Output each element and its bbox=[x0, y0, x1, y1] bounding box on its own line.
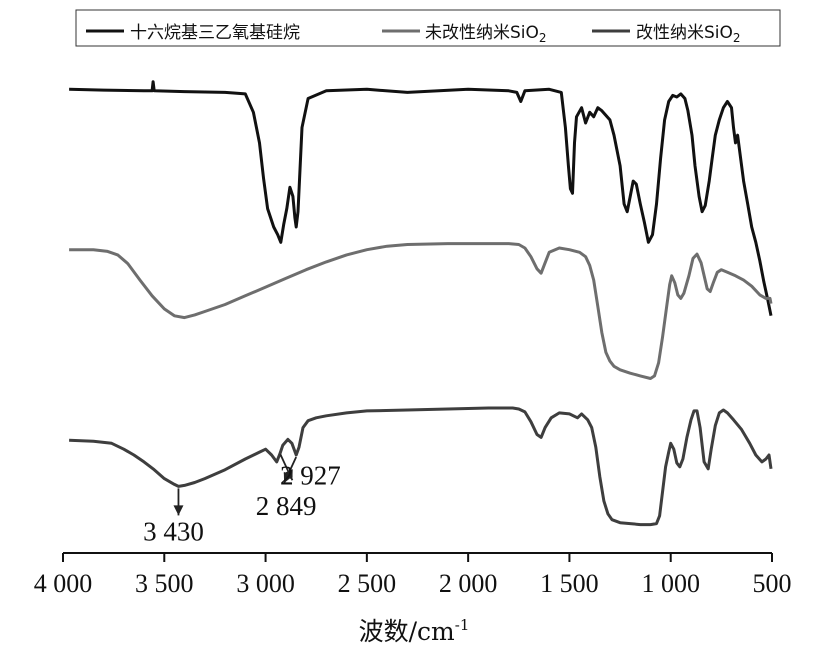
x-axis: 4 000 3 500 3 000 2 500 2 000 1 500 1 000 500 波… bbox=[34, 552, 792, 646]
legend-label-1-sub: 2 bbox=[539, 31, 547, 45]
x-axis-label: 波数/cm-1 bbox=[359, 616, 470, 646]
annotation-label-3430: 3 430 bbox=[143, 516, 204, 546]
series-line-modified-nano-sio2 bbox=[69, 406, 773, 527]
x-axis-label-text: 波数/cm bbox=[359, 617, 455, 646]
x-tick-label-5: 1 500 bbox=[540, 569, 599, 598]
plot-area bbox=[69, 80, 773, 527]
x-axis-ticks: 4 000 3 500 3 000 2 500 2 000 1 500 1 000 500 bbox=[34, 553, 792, 598]
x-tick-label-6: 1 000 bbox=[641, 569, 700, 598]
x-tick-label-2: 3 000 bbox=[236, 569, 295, 598]
annotation-label-2927: 2 927 bbox=[280, 460, 341, 490]
x-tick-label-4: 2 000 bbox=[439, 569, 498, 598]
legend-box bbox=[75, 9, 781, 47]
legend-label-1-main: 未改性纳米SiO bbox=[425, 23, 539, 43]
legend-label-1: 未改性纳米SiO2 bbox=[425, 23, 547, 45]
x-tick-label-7: 500 bbox=[753, 569, 792, 598]
annotations: 3 430 2 849 2 927 bbox=[143, 453, 341, 546]
annotation-label-2849: 2 849 bbox=[256, 491, 317, 521]
legend-label-2-sub: 2 bbox=[733, 31, 741, 45]
legend-label-2: 改性纳米SiO2 bbox=[636, 23, 741, 45]
series-line-unmodified-nano-sio2 bbox=[69, 242, 773, 380]
annotation-arrowhead-2927 bbox=[283, 469, 293, 481]
x-tick-label-0: 4 000 bbox=[34, 569, 93, 598]
series-line-hexadecyl-triethoxysilane bbox=[69, 80, 773, 316]
x-tick-label-1: 3 500 bbox=[135, 569, 194, 598]
legend-label-0: 十六烷基三乙氧基硅烷 bbox=[130, 23, 300, 43]
legend-label-2-main: 改性纳米SiO bbox=[636, 23, 733, 43]
legend: 十六烷基三乙氧基硅烷 未改性纳米SiO2 改性纳米SiO2 bbox=[75, 9, 781, 47]
annotation-arrowhead-3430 bbox=[173, 505, 184, 516]
x-tick-label-3: 2 500 bbox=[338, 569, 397, 598]
x-axis-label-superscript: -1 bbox=[455, 616, 470, 634]
